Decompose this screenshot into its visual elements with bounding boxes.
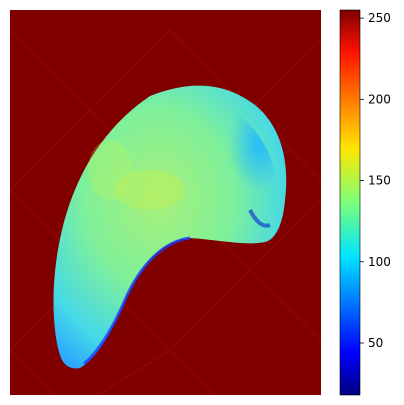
colorbar-gradient (339, 9, 361, 396)
object-region (53, 85, 287, 369)
colorbar: 50 100 150 200 250 (339, 9, 391, 396)
colorbar-tick-label-250: 250 (368, 11, 391, 25)
colorbar-tick-label-200: 200 (368, 92, 391, 106)
colorbar-tick-label-150: 150 (368, 174, 391, 188)
colorbar-tick-label-50: 50 (368, 336, 383, 350)
colorbar-tick-label-100: 100 (368, 255, 391, 269)
